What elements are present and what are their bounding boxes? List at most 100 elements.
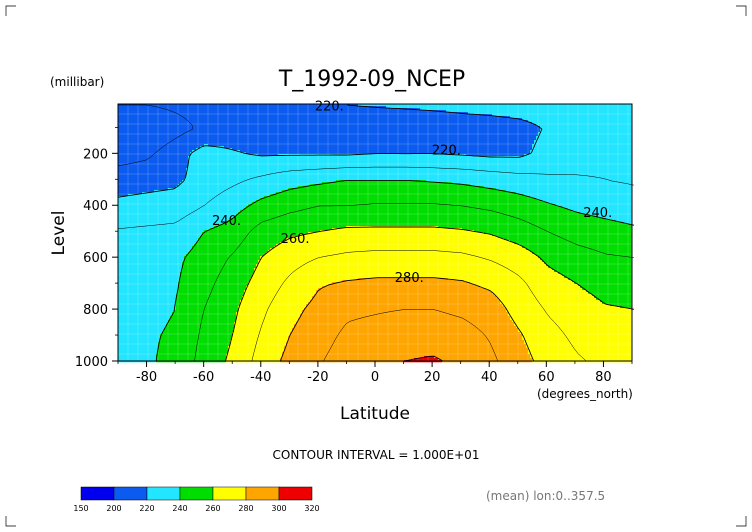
field-cell xyxy=(298,110,300,112)
field-cell xyxy=(400,116,402,118)
field-cell xyxy=(440,120,442,122)
field-cell xyxy=(164,130,166,132)
field-cell xyxy=(412,110,414,112)
field-cell xyxy=(258,106,260,108)
field-cell xyxy=(544,134,546,136)
field-cell xyxy=(420,138,422,140)
field-cell xyxy=(352,128,354,130)
field-cell xyxy=(608,114,610,116)
field-cell xyxy=(500,128,502,130)
field-cell xyxy=(462,118,464,120)
field-cell xyxy=(264,136,266,138)
field-cell xyxy=(230,138,232,140)
field-cell xyxy=(462,116,464,118)
field-cell xyxy=(438,114,440,116)
field-cell xyxy=(132,114,134,116)
field-cell xyxy=(174,140,176,142)
field-cell xyxy=(154,136,156,138)
field-cell xyxy=(628,134,630,136)
field-cell xyxy=(574,124,576,126)
field-cell xyxy=(424,138,426,140)
field-cell xyxy=(540,124,542,126)
field-cell xyxy=(220,108,222,110)
field-cell xyxy=(374,136,376,138)
field-cell xyxy=(204,116,206,118)
field-cell xyxy=(180,110,182,112)
field-cell xyxy=(608,116,610,118)
field-cell xyxy=(472,108,474,110)
field-cell xyxy=(292,140,294,142)
field-cell xyxy=(348,106,350,108)
field-cell xyxy=(230,124,232,126)
field-cell xyxy=(552,110,554,112)
field-cell xyxy=(540,136,542,138)
field-cell xyxy=(222,134,224,136)
field-cell xyxy=(548,138,550,140)
field-cell xyxy=(148,114,150,116)
field-cell xyxy=(440,126,442,128)
field-cell xyxy=(448,128,450,130)
field-cell xyxy=(302,130,304,132)
field-cell xyxy=(424,130,426,132)
field-cell xyxy=(212,116,214,118)
field-cell xyxy=(432,136,434,138)
field-cell xyxy=(270,128,272,130)
field-cell xyxy=(532,136,534,138)
field-cell xyxy=(294,128,296,130)
field-cell xyxy=(238,120,240,122)
field-cell xyxy=(322,120,324,122)
field-cell xyxy=(212,124,214,126)
field-cell xyxy=(222,128,224,130)
field-cell xyxy=(182,118,184,120)
field-cell xyxy=(512,114,514,116)
field-cell xyxy=(374,110,376,112)
field-cell xyxy=(274,108,276,110)
field-cell xyxy=(178,118,180,120)
field-cell xyxy=(278,136,280,138)
field-cell xyxy=(608,118,610,120)
field-cell xyxy=(268,114,270,116)
field-cell xyxy=(122,114,124,116)
field-cell xyxy=(230,128,232,130)
field-cell xyxy=(282,134,284,136)
field-cell xyxy=(562,108,564,110)
field-cell xyxy=(120,114,122,116)
field-cell xyxy=(154,130,156,132)
field-cell xyxy=(512,124,514,126)
field-cell xyxy=(310,136,312,138)
field-cell xyxy=(578,138,580,140)
field-cell xyxy=(444,106,446,108)
field-cell xyxy=(468,134,470,136)
field-cell xyxy=(262,120,264,122)
field-cell xyxy=(468,106,470,108)
field-cell xyxy=(378,136,380,138)
field-cell xyxy=(128,138,130,140)
field-cell xyxy=(194,110,196,112)
field-cell xyxy=(562,114,564,116)
field-cell xyxy=(454,108,456,110)
field-cell xyxy=(460,128,462,130)
field-cell xyxy=(312,124,314,126)
field-cell xyxy=(362,114,364,116)
field-cell xyxy=(378,124,380,126)
field-cell xyxy=(562,134,564,136)
field-cell xyxy=(220,136,222,138)
field-cell xyxy=(618,140,620,142)
field-cell xyxy=(134,128,136,130)
field-cell xyxy=(268,126,270,128)
field-cell xyxy=(174,116,176,118)
field-cell xyxy=(380,134,382,136)
field-cell xyxy=(602,114,604,116)
field-cell xyxy=(368,126,370,128)
field-cell xyxy=(428,124,430,126)
field-cell xyxy=(300,134,302,136)
field-cell xyxy=(348,140,350,142)
field-cell xyxy=(314,120,316,122)
field-cell xyxy=(128,116,130,118)
field-cell xyxy=(160,140,162,142)
field-cell xyxy=(190,118,192,120)
field-cell xyxy=(478,124,480,126)
field-cell xyxy=(298,116,300,118)
field-cell xyxy=(238,108,240,110)
field-cell xyxy=(252,134,254,136)
